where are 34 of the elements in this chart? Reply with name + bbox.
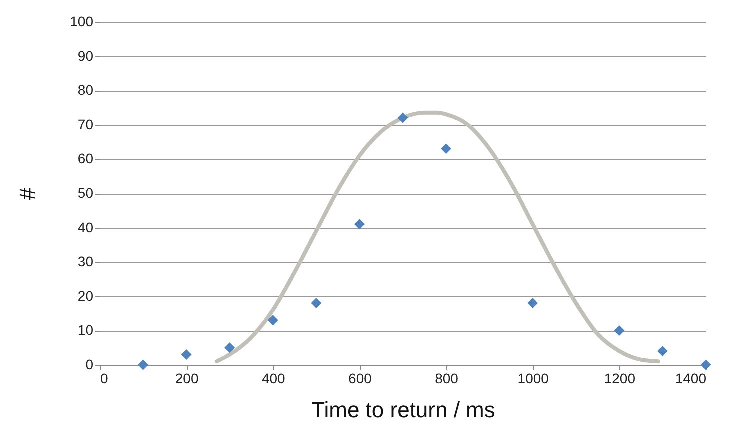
line-series <box>214 110 660 364</box>
point <box>398 112 408 124</box>
y-tick-label: 40 <box>78 219 94 236</box>
y-tick-label: 50 <box>78 185 94 201</box>
point <box>441 144 452 154</box>
y-tick-label: 100 <box>70 14 94 30</box>
point <box>614 325 625 336</box>
x-tick-label: 200 <box>175 370 199 386</box>
y-tick-label: 30 <box>78 254 94 270</box>
y-tick-label: 70 <box>78 116 94 132</box>
x-tick-label: 600 <box>348 370 372 386</box>
y-tick-label: 90 <box>78 48 94 64</box>
x-tick-label: 1000 <box>518 370 550 386</box>
point <box>354 219 365 230</box>
point <box>138 360 149 370</box>
point <box>657 346 668 357</box>
point <box>224 342 236 354</box>
x-axis-title: Time to return / ms <box>312 398 496 422</box>
x-tick-label: 400 <box>262 370 286 386</box>
y-tick-label: 10 <box>78 322 94 338</box>
y-tick-label: 60 <box>78 150 94 167</box>
y-tick-label: 80 <box>78 82 94 98</box>
x-tick-label: 800 <box>435 370 459 386</box>
x-tick-label: 1400 <box>675 370 707 386</box>
point <box>528 298 538 309</box>
point <box>700 360 712 370</box>
x-tick-label: 0 <box>100 370 108 386</box>
point <box>268 315 278 326</box>
point <box>311 298 322 309</box>
y-tick-label: 0 <box>86 356 94 372</box>
x-tick-label: 1200 <box>604 370 636 386</box>
y-tick-label: 20 <box>78 288 94 304</box>
point <box>181 349 192 360</box>
y-axis-title: # <box>15 187 40 200</box>
